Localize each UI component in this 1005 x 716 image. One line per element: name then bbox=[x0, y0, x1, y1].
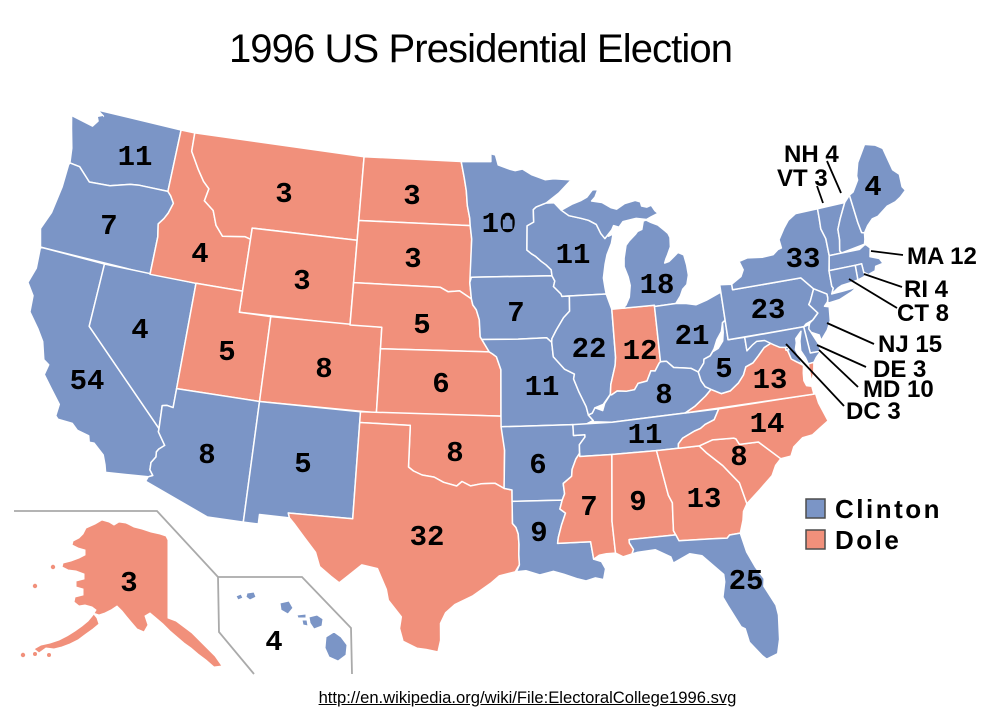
svg-text:6: 6 bbox=[529, 449, 546, 482]
svg-text:11: 11 bbox=[628, 419, 663, 452]
svg-text:8: 8 bbox=[315, 353, 332, 386]
svg-text:18: 18 bbox=[640, 269, 675, 302]
svg-text:NJ 15: NJ 15 bbox=[878, 331, 942, 358]
svg-text:3: 3 bbox=[404, 243, 421, 276]
svg-text:CT 8: CT 8 bbox=[897, 300, 949, 327]
svg-text:NH 4: NH 4 bbox=[784, 141, 839, 168]
svg-text:4: 4 bbox=[131, 314, 148, 347]
svg-text:33: 33 bbox=[786, 243, 821, 276]
svg-text:DC 3: DC 3 bbox=[846, 398, 901, 425]
svg-text:8: 8 bbox=[198, 439, 215, 472]
svg-text:8: 8 bbox=[730, 441, 747, 474]
svg-text:11: 11 bbox=[525, 371, 560, 404]
svg-text:7: 7 bbox=[580, 491, 597, 524]
svg-text:54: 54 bbox=[70, 365, 105, 398]
svg-text:MD 10: MD 10 bbox=[863, 376, 934, 403]
svg-text:Clinton: Clinton bbox=[835, 494, 942, 524]
svg-text:3: 3 bbox=[293, 265, 310, 298]
svg-text:14: 14 bbox=[750, 408, 785, 441]
svg-text:4: 4 bbox=[191, 238, 208, 271]
svg-text:5: 5 bbox=[294, 448, 311, 481]
svg-text:3: 3 bbox=[120, 567, 137, 600]
svg-text:MA 12: MA 12 bbox=[907, 243, 977, 270]
svg-text:DE 3: DE 3 bbox=[873, 356, 926, 383]
svg-text:22: 22 bbox=[572, 333, 607, 366]
svg-text:8: 8 bbox=[446, 437, 463, 470]
svg-text:21: 21 bbox=[675, 320, 710, 353]
svg-text:13: 13 bbox=[687, 483, 722, 516]
svg-text:11: 11 bbox=[556, 239, 591, 272]
svg-text:9: 9 bbox=[629, 486, 646, 519]
svg-text:4: 4 bbox=[265, 626, 282, 659]
svg-text:9: 9 bbox=[530, 517, 547, 550]
svg-text:5: 5 bbox=[218, 336, 235, 369]
svg-text:23: 23 bbox=[751, 294, 786, 327]
svg-text:8: 8 bbox=[655, 379, 672, 412]
svg-text:25: 25 bbox=[729, 565, 764, 598]
svg-text:32: 32 bbox=[410, 521, 445, 554]
svg-text:11: 11 bbox=[118, 141, 153, 174]
svg-text:3: 3 bbox=[403, 180, 420, 213]
svg-text:7: 7 bbox=[100, 210, 117, 243]
svg-text:12: 12 bbox=[623, 335, 658, 368]
svg-text:Dole: Dole bbox=[835, 525, 901, 555]
svg-text:RI 4: RI 4 bbox=[904, 276, 949, 303]
svg-text:7: 7 bbox=[507, 297, 524, 330]
svg-text:3: 3 bbox=[275, 178, 292, 211]
svg-text:13: 13 bbox=[753, 364, 788, 397]
svg-text:4: 4 bbox=[864, 171, 881, 204]
svg-text:6: 6 bbox=[432, 368, 449, 401]
svg-text:5: 5 bbox=[413, 309, 430, 342]
svg-text:5: 5 bbox=[715, 353, 732, 386]
svg-text:VT 3: VT 3 bbox=[777, 165, 828, 192]
